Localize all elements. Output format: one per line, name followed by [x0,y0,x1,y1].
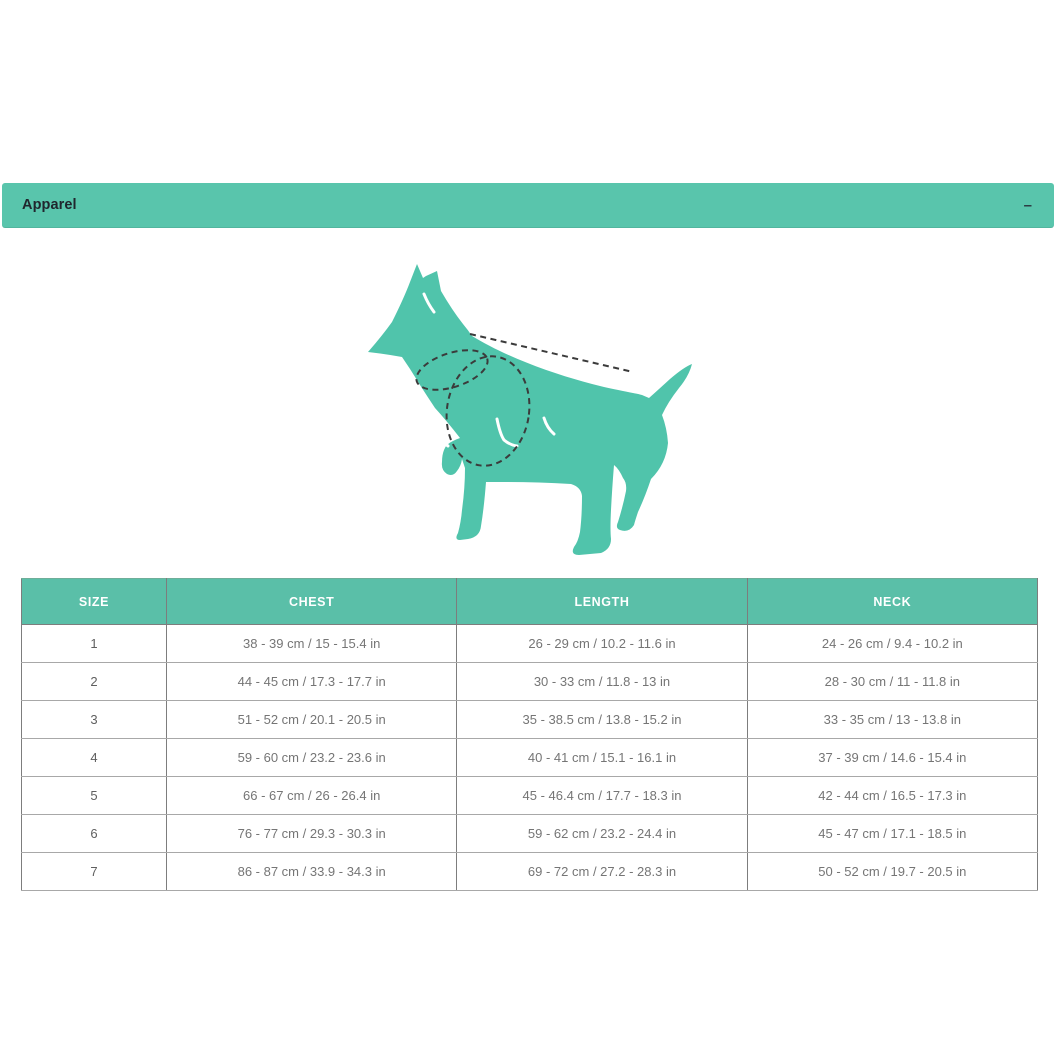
flank-highlight [542,416,556,436]
size-value: 7 [21,852,167,891]
measurement-value: 76 - 77 cm / 29.3 - 30.3 in [165,814,458,853]
section-title: Apparel [22,197,77,213]
measurement-value: 51 - 52 cm / 20.1 - 20.5 in [165,700,458,739]
table-row: 1 38 - 39 cm / 15 - 15.4 in 26 - 29 cm / 1… [21,624,1039,663]
measurement-value: 50 - 52 cm / 19.7 - 20.5 in [746,852,1039,891]
measurement-value: 26 - 29 cm / 10.2 - 11.6 in [456,624,748,663]
column-header-size: SIZE [21,578,167,625]
measurement-value: 40 - 41 cm / 15.1 - 16.1 in [456,738,748,777]
measurement-value: 86 - 87 cm / 33.9 - 34.3 in [165,852,458,891]
chest-highlight [440,428,450,448]
measurement-value: 28 - 30 cm / 11 - 11.8 in [746,662,1039,701]
column-header-length: LENGTH [456,578,748,625]
table-row: 5 66 - 67 cm / 26 - 26.4 in 45 - 46.4 cm /… [21,776,1039,815]
length-measure-line [469,333,634,373]
measurement-value: 44 - 45 cm / 17.3 - 17.7 in [165,662,458,701]
measurement-value: 59 - 60 cm / 23.2 - 23.6 in [165,738,458,777]
neck-measure-loop [415,349,489,391]
size-value: 4 [21,738,167,777]
table-row: 3 51 - 52 cm / 20.1 - 20.5 in 35 - 38.5 cm… [21,700,1039,739]
column-header-neck: NECK [746,578,1039,625]
chest-measure-loop [445,355,531,467]
table-row: 6 76 - 77 cm / 29.3 - 30.3 in 59 - 62 cm /… [21,814,1039,853]
column-header-chest: CHEST [165,578,458,625]
size-value: 6 [21,814,167,853]
measurement-value: 66 - 67 cm / 26 - 26.4 in [165,776,458,815]
shoulder-highlight [495,417,519,448]
size-chart-table: SIZE CHEST LENGTH NECK 1 38 - 39 cm / 15 - 1… [21,578,1039,891]
table-row: 2 44 - 45 cm / 17.3 - 17.7 in 30 - 33 cm /… [21,662,1039,701]
size-value: 1 [21,624,167,663]
table-row: 7 86 - 87 cm / 33.9 - 34.3 in 69 - 72 cm /… [21,852,1039,891]
measurement-value: 69 - 72 cm / 27.2 - 28.3 in [456,852,748,891]
measurement-value: 38 - 39 cm / 15 - 15.4 in [165,624,458,663]
dog-silhouette-svg [368,264,692,555]
measurement-value: 42 - 44 cm / 16.5 - 17.3 in [746,776,1039,815]
collapse-icon[interactable]: – [1023,196,1032,214]
size-value: 5 [21,776,167,815]
measurement-value: 59 - 62 cm / 23.2 - 24.4 in [456,814,748,853]
measurement-value: 24 - 26 cm / 9.4 - 10.2 in [746,624,1039,663]
measurement-value: 37 - 39 cm / 14.6 - 15.4 in [746,738,1039,777]
measurement-value: 30 - 33 cm / 11.8 - 13 in [456,662,748,701]
size-value: 3 [21,700,167,739]
dog-measurement-illustration [358,258,702,562]
size-value: 2 [21,662,167,701]
table-header-row: SIZE CHEST LENGTH NECK [21,578,1039,625]
ear-highlight [422,292,436,314]
table-row: 4 59 - 60 cm / 23.2 - 23.6 in 40 - 41 cm /… [21,738,1039,777]
measurement-value: 45 - 47 cm / 17.1 - 18.5 in [746,814,1039,853]
measurement-value: 35 - 38.5 cm / 13.8 - 15.2 in [456,700,748,739]
measurement-value: 45 - 46.4 cm / 17.7 - 18.3 in [456,776,748,815]
apparel-section-header[interactable]: Apparel – [2,183,1054,228]
measurement-value: 33 - 35 cm / 13 - 13.8 in [746,700,1039,739]
size-chart: SIZE CHEST LENGTH NECK 1 38 - 39 cm / 15 - 1… [21,578,1039,891]
